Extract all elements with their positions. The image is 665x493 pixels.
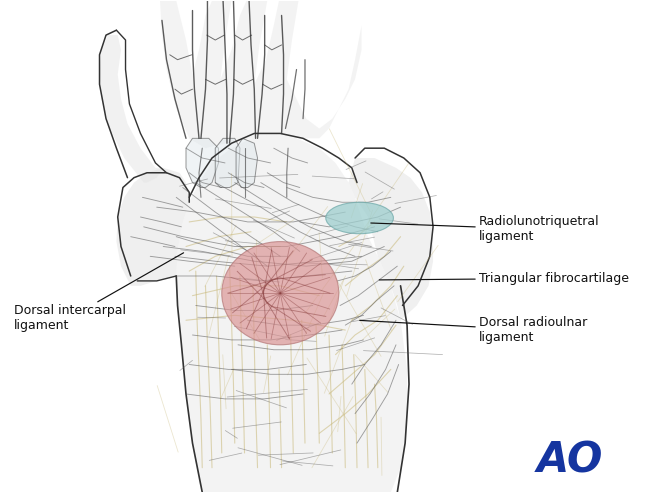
Polygon shape (176, 134, 407, 493)
Text: AO: AO (537, 439, 602, 481)
Polygon shape (236, 139, 257, 187)
Text: Radiolunotriquetral
ligament: Radiolunotriquetral ligament (371, 215, 599, 243)
Polygon shape (160, 0, 362, 148)
Ellipse shape (326, 202, 394, 234)
Polygon shape (348, 158, 433, 320)
Polygon shape (100, 35, 163, 182)
Polygon shape (215, 139, 240, 187)
Text: Triangular fibrocartilage: Triangular fibrocartilage (379, 272, 628, 285)
Polygon shape (116, 168, 190, 286)
Ellipse shape (221, 242, 338, 345)
Polygon shape (186, 139, 219, 187)
Text: Dorsal intercarpal
ligament: Dorsal intercarpal ligament (14, 253, 184, 332)
Text: Dorsal radioulnar
ligament: Dorsal radioulnar ligament (360, 316, 587, 344)
